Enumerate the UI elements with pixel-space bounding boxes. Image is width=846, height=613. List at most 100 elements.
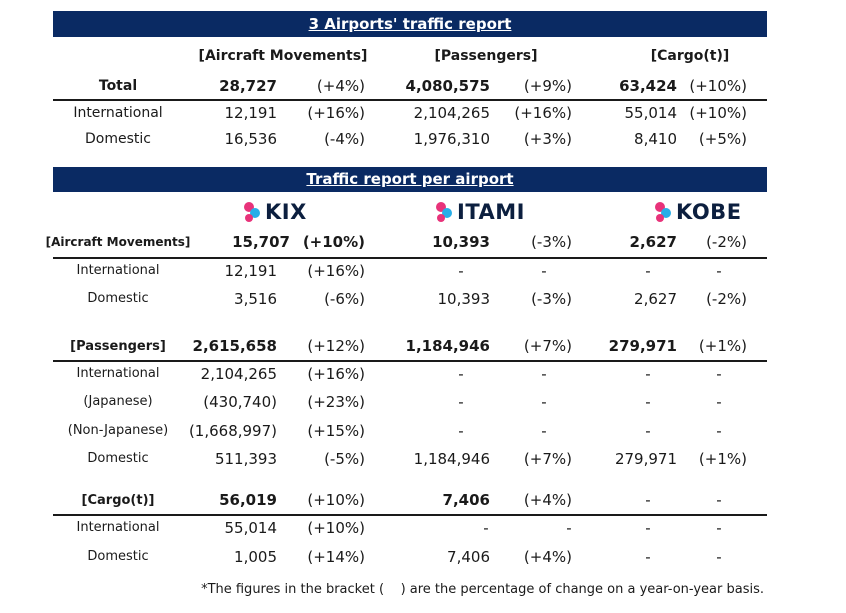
summary-pct: (+16%) [514,104,572,122]
itami-logo-text: ITAMI [457,200,525,224]
kobe-pct: - [716,422,722,440]
kix-pct: (+14%) [307,548,365,566]
itami-value: - [458,365,464,383]
kix-value: 2,104,265 [200,365,277,383]
summary-value: 8,410 [634,130,677,148]
summary-value: 2,104,265 [413,104,490,122]
per-airport-title: Traffic report per airport [306,170,514,188]
kobe-logo-text: KOBE [676,200,742,224]
summary-header-aircraft: [Aircraft Movements] [198,48,368,64]
kix-value: 15,707 [232,233,290,251]
kix-value: 511,393 [214,450,277,468]
kobe-pct: - [716,519,722,537]
itami-pct: - [541,262,547,280]
summary-pct: (+10%) [689,104,747,122]
kix-pct: (+10%) [307,491,365,509]
row-label: Domestic [87,549,149,564]
kobe-pct: (+1%) [698,337,747,355]
summary-banner: 3 Airports' traffic report [53,11,767,37]
kobe-value: - [645,393,651,411]
itami-value: 7,406 [447,548,490,566]
passengers-header: [Passengers] [70,339,166,354]
summary-value: 28,727 [219,77,277,95]
itami-value: - [458,262,464,280]
summary-header-cargo: [Cargo(t)] [650,48,730,64]
kix-value: 55,014 [224,519,278,537]
kix-pct: (+16%) [307,365,365,383]
kobe-value: - [645,519,651,537]
itami-value: 10,393 [437,290,491,308]
cargo-divider [53,514,767,516]
itami-value: 7,406 [442,491,490,509]
kix-value: (1,668,997) [188,422,277,440]
row-label: International [76,263,160,278]
kix-value: 2,615,658 [192,337,277,355]
kix-pct: (-6%) [324,290,365,308]
kix-pct: (+12%) [307,337,365,355]
summary-value: 63,424 [619,77,677,95]
itami-pct: (-3%) [531,233,572,251]
kix-pct: (+10%) [302,233,365,251]
kix-logo: KIX [243,200,307,224]
cargo-header: [Cargo(t)] [81,493,155,508]
summary-row-label: Total [98,78,138,94]
summary-pct: (+4%) [316,77,365,95]
kobe-pct: (-2%) [706,233,747,251]
footnote: *The figures in the bracket ( ) are the … [201,582,764,597]
itami-pct: (+7%) [523,337,572,355]
kix-logo-mark-icon [244,202,260,222]
kobe-pct: - [716,365,722,383]
kobe-value: - [645,548,651,566]
row-label: Domestic [87,291,149,306]
kix-value: 1,005 [234,548,277,566]
kobe-logo: KOBE [654,200,742,224]
row-label: (Non-Japanese) [67,423,169,438]
kobe-pct: - [716,548,722,566]
summary-pct: (+3%) [523,130,572,148]
kobe-pct: - [716,393,722,411]
summary-title: 3 Airports' traffic report [308,15,512,33]
row-label: International [76,520,160,535]
kobe-value: - [645,491,651,509]
aircraft-divider [53,257,767,259]
summary-pct: (+10%) [689,77,747,95]
itami-value: 1,184,946 [413,450,490,468]
summary-pct: (+5%) [698,130,747,148]
itami-logo-mark-icon [436,202,452,222]
itami-value: - [458,422,464,440]
summary-value: 1,976,310 [413,130,490,148]
kobe-pct: (-2%) [706,290,747,308]
kobe-value: 2,627 [629,233,677,251]
summary-pct: (+9%) [523,77,572,95]
kobe-pct: (+1%) [698,450,747,468]
kix-pct: (+15%) [307,422,365,440]
summary-row-label: Domestic [85,131,151,147]
itami-pct: (+7%) [523,450,572,468]
itami-pct: - [541,422,547,440]
itami-value: - [483,519,489,537]
aircraft-header: [Aircraft Movements] [45,235,191,249]
kix-value: 12,191 [224,262,278,280]
summary-pct: (-4%) [324,130,365,148]
passengers-divider [53,360,767,362]
kobe-value: - [645,422,651,440]
summary-divider [53,99,767,101]
summary-row-label: International [73,105,163,121]
itami-value: 1,184,946 [405,337,490,355]
itami-pct: (+4%) [523,548,572,566]
kix-pct: (+23%) [307,393,365,411]
per-airport-banner: Traffic report per airport [53,167,767,192]
kix-pct: (+16%) [307,262,365,280]
kix-pct: (-5%) [324,450,365,468]
kix-value: 3,516 [234,290,277,308]
kobe-value: - [645,262,651,280]
itami-pct: - [541,365,547,383]
kobe-pct: - [716,491,722,509]
kobe-pct: - [716,262,722,280]
itami-pct: - [541,393,547,411]
summary-header-passengers: [Passengers] [434,48,538,64]
kix-value: (430,740) [203,393,277,411]
kix-logo-text: KIX [265,200,307,224]
kobe-value: 2,627 [634,290,677,308]
summary-value: 55,014 [624,104,678,122]
